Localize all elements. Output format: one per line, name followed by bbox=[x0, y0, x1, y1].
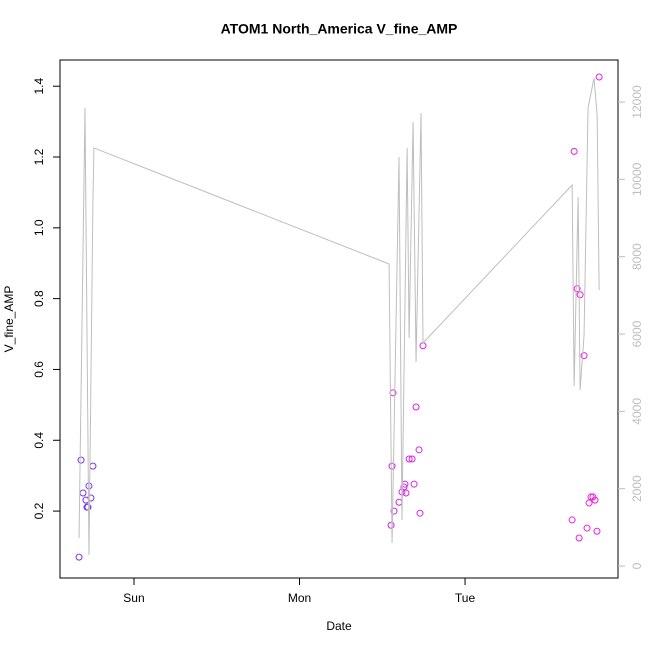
x-tick-label: Sun bbox=[123, 591, 144, 605]
line bbox=[78, 77, 600, 556]
y-axis-label: V_fine_AMP bbox=[2, 286, 16, 353]
point bbox=[405, 455, 413, 463]
y2-tick-label: 4000 bbox=[630, 398, 644, 425]
y2-tick-label: 8000 bbox=[630, 243, 644, 270]
point bbox=[75, 553, 83, 561]
y-tick-label: 0.6 bbox=[32, 361, 46, 378]
point bbox=[408, 455, 416, 463]
point bbox=[412, 403, 420, 411]
y-tick-label: 1.4 bbox=[32, 78, 46, 95]
point bbox=[415, 446, 423, 454]
y-tick-label: 0.4 bbox=[32, 432, 46, 449]
point bbox=[583, 524, 591, 532]
point bbox=[410, 480, 418, 488]
point bbox=[595, 73, 603, 81]
point bbox=[87, 494, 95, 502]
point bbox=[570, 147, 578, 155]
y2-tick-label: 12000 bbox=[630, 85, 644, 119]
point bbox=[576, 291, 584, 299]
plot-frame bbox=[59, 59, 619, 579]
y-tick-label: 0.8 bbox=[32, 290, 46, 307]
x-tick-label: Tue bbox=[455, 591, 476, 605]
point bbox=[390, 507, 398, 515]
y-tick-label: 0.2 bbox=[32, 502, 46, 519]
y2-tick-label: 0 bbox=[630, 562, 644, 569]
point bbox=[575, 534, 583, 542]
point bbox=[568, 516, 576, 524]
x-axis-label: Date bbox=[326, 619, 352, 633]
y2-tick-label: 6000 bbox=[630, 320, 644, 347]
y-tick-label: 1.2 bbox=[32, 148, 46, 165]
point bbox=[85, 482, 93, 490]
point bbox=[580, 352, 588, 360]
point bbox=[388, 462, 396, 470]
point bbox=[387, 521, 395, 529]
y2-tick-label: 10000 bbox=[630, 162, 644, 196]
point bbox=[416, 509, 424, 517]
point bbox=[84, 503, 92, 511]
point bbox=[402, 489, 410, 497]
y-tick-label: 1.0 bbox=[32, 219, 46, 236]
x-tick-label: Mon bbox=[288, 591, 311, 605]
point bbox=[593, 527, 601, 535]
y2-tick-label: 2000 bbox=[630, 475, 644, 502]
chart-title: ATOM1 North_America V_fine_AMP bbox=[221, 21, 458, 37]
point bbox=[585, 499, 593, 507]
point bbox=[591, 496, 599, 504]
point bbox=[573, 285, 581, 293]
point bbox=[77, 456, 85, 464]
